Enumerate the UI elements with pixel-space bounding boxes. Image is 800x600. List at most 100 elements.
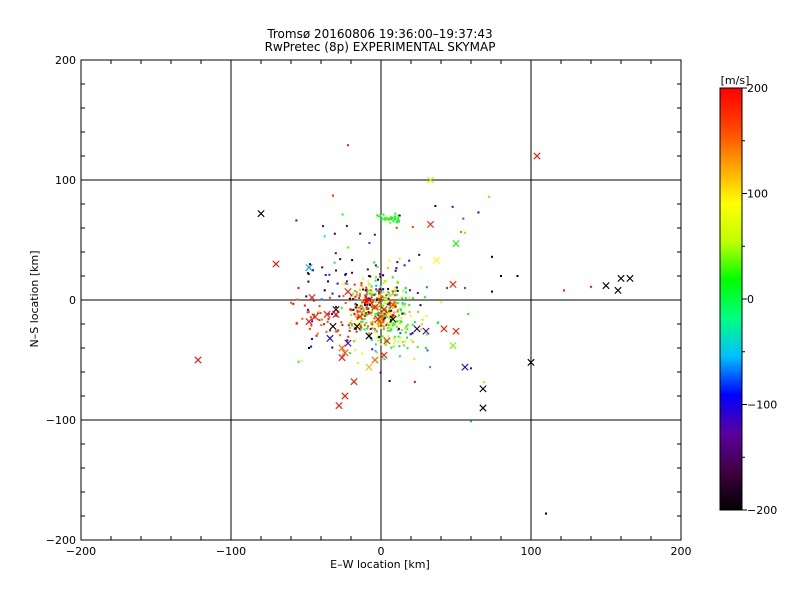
cross-marker <box>365 363 373 371</box>
velocity-dot <box>401 312 404 315</box>
velocity-dot <box>404 297 407 300</box>
velocity-dot <box>367 312 370 315</box>
velocity-dot <box>387 299 390 302</box>
velocity-dot <box>500 275 502 277</box>
velocity-dot <box>342 294 345 297</box>
velocity-dot <box>408 289 411 292</box>
velocity-dot <box>408 304 411 307</box>
velocity-dot <box>425 315 428 318</box>
velocity-dot <box>392 337 395 340</box>
velocity-dot <box>306 308 309 311</box>
velocity-dot <box>379 275 382 278</box>
velocity-dot <box>420 266 423 269</box>
velocity-dot <box>373 327 376 330</box>
velocity-dot <box>320 298 323 301</box>
velocity-dot <box>376 265 379 268</box>
velocity-dot <box>347 335 350 338</box>
velocity-dot <box>354 348 357 351</box>
velocity-dot <box>369 312 372 315</box>
colorbar-tick-label: 200 <box>747 82 768 95</box>
cross-marker <box>353 322 361 330</box>
velocity-dot <box>389 299 392 302</box>
velocity-dot <box>361 310 364 313</box>
velocity-dot <box>413 357 416 360</box>
velocity-dot <box>292 302 295 305</box>
velocity-dot <box>331 292 334 295</box>
velocity-dot <box>460 230 463 233</box>
velocity-dot <box>404 340 407 343</box>
velocity-dot <box>339 334 342 337</box>
velocity-dot <box>545 512 547 515</box>
velocity-dot <box>333 232 336 235</box>
velocity-dot <box>400 317 403 320</box>
velocity-dot <box>357 316 360 319</box>
velocity-dot <box>413 320 416 323</box>
velocity-dot <box>371 348 374 351</box>
velocity-dot <box>405 325 408 328</box>
velocity-dot <box>374 328 377 331</box>
velocity-dot <box>363 311 366 314</box>
velocity-dot <box>350 323 353 326</box>
velocity-dot <box>413 380 416 383</box>
velocity-dot <box>383 313 386 316</box>
velocity-dot <box>372 320 375 323</box>
cross-marker <box>377 320 385 328</box>
velocity-dot <box>392 322 395 325</box>
velocity-dot <box>451 205 454 208</box>
velocity-dot <box>328 296 331 299</box>
velocity-dot <box>405 291 408 294</box>
velocity-dot <box>400 329 403 332</box>
cross-marker <box>617 274 625 282</box>
x-axis-label: E–W location [km] <box>330 558 430 571</box>
velocity-dot <box>420 323 423 326</box>
velocity-dot <box>366 303 369 306</box>
velocity-dot <box>434 204 437 207</box>
velocity-dot <box>369 289 372 292</box>
velocity-dot <box>338 295 341 298</box>
velocity-dot <box>384 298 387 301</box>
velocity-dot <box>395 221 398 224</box>
velocity-dot <box>390 216 393 219</box>
velocity-dot <box>341 213 344 216</box>
velocity-dot <box>400 295 403 298</box>
velocity-dot <box>374 349 377 352</box>
velocity-dot <box>388 303 391 306</box>
velocity-dot <box>383 217 386 220</box>
velocity-dot <box>394 286 397 289</box>
velocity-dot <box>370 323 373 326</box>
velocity-dot <box>390 346 393 349</box>
velocity-dot <box>381 314 384 317</box>
velocity-dot <box>392 345 395 348</box>
velocity-dot <box>367 311 370 314</box>
velocity-dot <box>397 214 400 217</box>
velocity-dot <box>399 336 402 339</box>
velocity-dot <box>389 305 392 308</box>
velocity-dot <box>398 321 401 324</box>
velocity-dot <box>380 319 383 322</box>
velocity-dot <box>325 330 328 333</box>
velocity-dot <box>390 309 393 312</box>
velocity-dot <box>371 323 374 326</box>
velocity-dot <box>366 268 369 271</box>
velocity-dot <box>341 283 344 286</box>
velocity-dot <box>371 300 374 303</box>
velocity-dot <box>376 297 379 300</box>
velocity-dot <box>389 308 392 311</box>
velocity-dot <box>332 194 334 197</box>
velocity-dot <box>295 322 298 325</box>
cross-marker <box>356 313 364 321</box>
velocity-dot <box>379 313 382 316</box>
velocity-dot <box>383 312 386 315</box>
velocity-dot <box>409 333 412 336</box>
velocity-dot <box>363 317 366 320</box>
velocity-dot <box>404 287 407 290</box>
velocity-dot <box>389 294 392 297</box>
velocity-dot <box>382 282 385 285</box>
velocity-dot <box>411 297 414 300</box>
velocity-dot <box>379 343 382 346</box>
velocity-dot <box>374 304 377 307</box>
velocity-dot <box>317 311 320 314</box>
colorbar-tick-label: 0 <box>747 293 754 306</box>
cross-marker <box>371 303 379 311</box>
velocity-dot <box>386 266 389 269</box>
